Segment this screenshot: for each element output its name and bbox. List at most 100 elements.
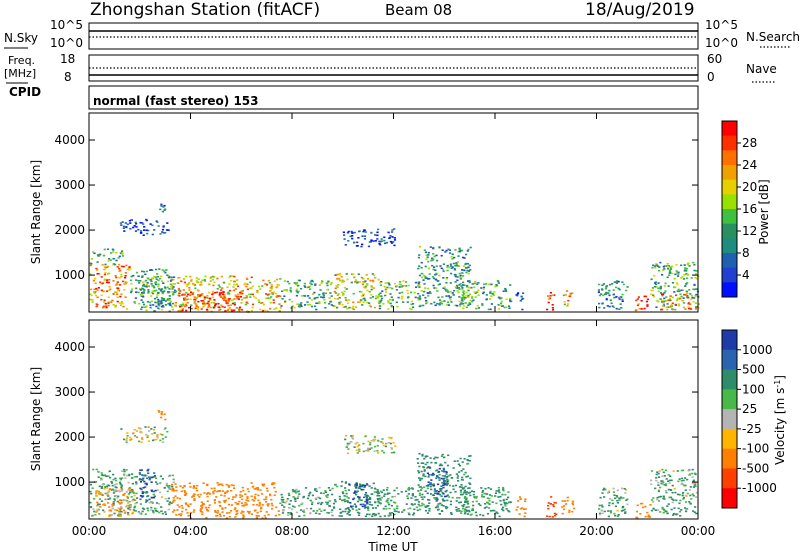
velocity-cell (334, 500, 337, 503)
velocity-cell (281, 496, 284, 499)
power-cell (375, 295, 378, 297)
power-cell (186, 301, 189, 304)
velocity-cell (368, 485, 371, 487)
power-cell (233, 283, 236, 286)
velocity-cell (618, 497, 621, 500)
velocity-cell (127, 502, 130, 504)
power-cell (522, 292, 525, 294)
power-scale-label: Power [dB] (757, 179, 771, 244)
x-tick-label: 16:00 (478, 524, 513, 538)
velocity-cell (566, 496, 569, 499)
velocity-cell (97, 491, 100, 494)
velocity-cell (488, 503, 491, 505)
power-cell (615, 307, 618, 310)
power-cell (217, 306, 220, 308)
power-cell (449, 263, 452, 266)
velocity-cell (327, 512, 330, 514)
velocity-cell (616, 499, 619, 502)
power-cell (362, 294, 365, 297)
velocity-cell (436, 456, 439, 459)
power-cell (124, 276, 127, 279)
power-cell (278, 303, 281, 305)
velocity-cell (114, 486, 117, 488)
velocity-cell (430, 461, 433, 464)
velocity-cell (367, 448, 370, 451)
velocity-cell (193, 509, 196, 511)
velocity-cell (118, 490, 121, 493)
power-cell (480, 287, 483, 289)
power-cell (419, 298, 422, 300)
power-cell (695, 288, 698, 290)
power-cell (655, 262, 658, 265)
velocity-cell (440, 464, 444, 467)
velocity-cell (122, 509, 126, 512)
velocity-cell (378, 494, 381, 497)
power-cell (115, 252, 118, 254)
power-cell (99, 281, 102, 284)
power-cell (194, 303, 197, 305)
velocity-cell (358, 508, 361, 510)
power-cell (418, 286, 421, 288)
power-cell (95, 287, 98, 290)
velocity-cell (390, 447, 393, 449)
power-cell (692, 261, 695, 264)
velocity-cell (93, 498, 96, 500)
power-cell (677, 303, 680, 305)
power-cell (424, 287, 427, 289)
power-cell (281, 290, 284, 293)
velocity-cell (95, 490, 98, 493)
power-cell (244, 282, 247, 285)
power-cell (654, 266, 657, 269)
velocity-cell (365, 449, 368, 452)
power-cell (177, 287, 180, 290)
power-cell (261, 309, 264, 312)
power-cell (686, 292, 689, 294)
power-cell (547, 295, 550, 297)
power-cell (365, 274, 368, 276)
velocity-cell (242, 514, 245, 516)
velocity-cell (456, 497, 459, 499)
velocity-cell (359, 483, 362, 486)
power-cell (123, 289, 126, 291)
velocity-cell (429, 482, 432, 484)
power-cell (197, 309, 200, 311)
velocity-cell (472, 504, 475, 507)
power-cell (150, 283, 153, 285)
velocity-cell (217, 484, 220, 486)
velocity-cell (146, 469, 149, 472)
velocity-cell (485, 506, 488, 508)
velocity-cell (147, 468, 150, 471)
power-cell (318, 301, 321, 303)
power-cell (598, 306, 601, 309)
power-cell (509, 284, 512, 286)
velocity-cell (351, 436, 354, 439)
velocity-cell (306, 497, 310, 500)
velocity-cell (119, 499, 122, 501)
velocity-cell (552, 504, 555, 506)
power-cell (185, 291, 188, 294)
velocity-cell (377, 492, 381, 494)
velocity-cell (493, 509, 496, 512)
power-cell (120, 301, 123, 303)
velocity-cell (281, 512, 285, 514)
velocity-cell (287, 506, 291, 509)
velocity-cell (349, 505, 353, 508)
power-cell (233, 275, 236, 278)
power-cell (199, 294, 202, 296)
velocity-cell (393, 451, 396, 454)
velocity-cell (193, 499, 196, 501)
velocity-cell (340, 511, 343, 514)
velocity-cell (381, 438, 384, 440)
velocity-cell (463, 503, 466, 506)
power-cell (469, 268, 472, 271)
velocity-cell (423, 469, 426, 471)
velocity-cell (458, 501, 461, 504)
velocity-colorbar-tick: 1000 (742, 343, 773, 357)
velocity-cell (148, 498, 151, 501)
velocity-cell (695, 491, 699, 494)
power-cell (379, 305, 382, 307)
velocity-cell (295, 511, 299, 514)
power-cell (311, 280, 314, 283)
power-cell (618, 296, 622, 299)
